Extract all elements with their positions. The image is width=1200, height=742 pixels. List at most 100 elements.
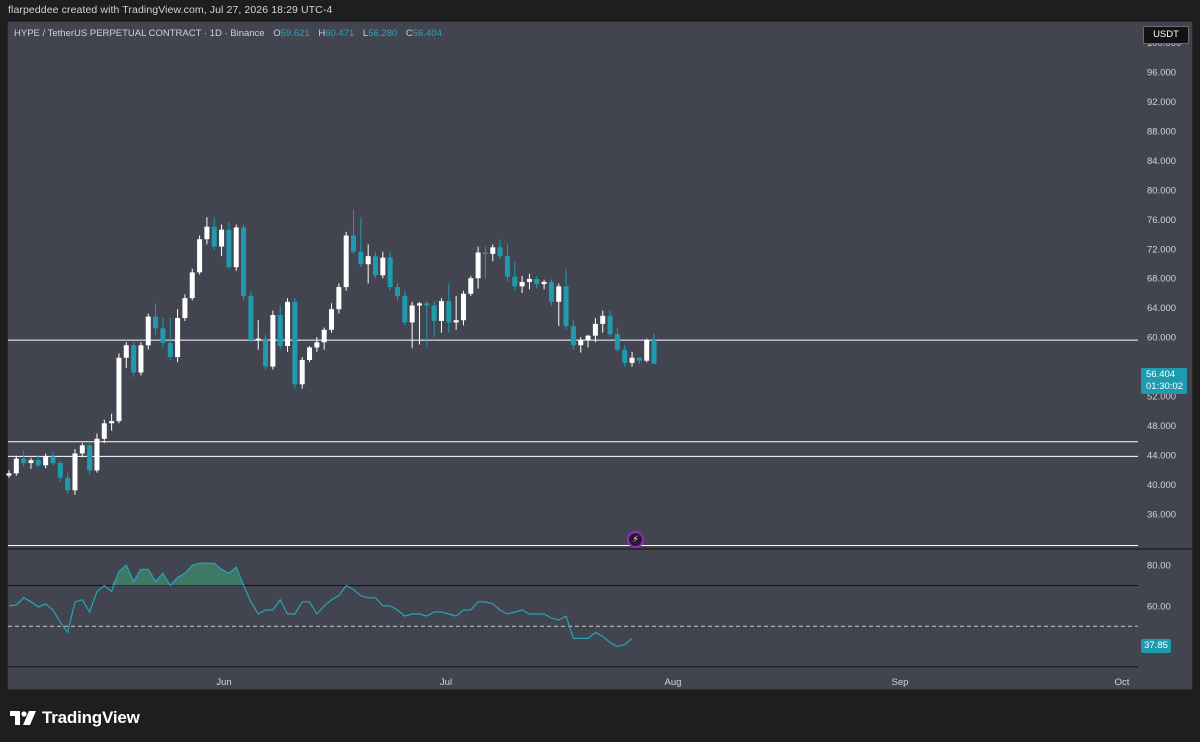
candle-up <box>43 456 49 466</box>
candle-up <box>299 359 305 385</box>
candle-up <box>138 345 144 373</box>
time-axis-band <box>8 673 1192 689</box>
candle-up <box>541 281 547 285</box>
candle-down <box>277 315 283 346</box>
candle-up <box>72 453 78 491</box>
rsi-value-label: 37.85 <box>1141 639 1171 653</box>
time-tick-label: Oct <box>1115 677 1130 688</box>
candle-up <box>219 229 225 247</box>
candle-down <box>497 247 503 257</box>
candle-down <box>35 460 41 466</box>
price-tick-label: 88.000 <box>1147 126 1176 137</box>
price-tick-label: 64.000 <box>1147 303 1176 314</box>
candle-up <box>600 315 606 324</box>
candle-down <box>402 295 408 323</box>
price-tick-label: 40.000 <box>1147 480 1176 491</box>
price-tick-label: 36.000 <box>1147 509 1176 520</box>
candle-down <box>570 326 576 346</box>
symbol-name: HYPE / TetherUS PERPETUAL CONTRACT · 1D … <box>14 28 265 39</box>
candle-down <box>394 287 400 296</box>
candle-up <box>255 338 261 341</box>
price-tick-label: 48.000 <box>1147 421 1176 432</box>
candle-up <box>578 340 584 346</box>
candle-down <box>607 315 613 335</box>
candle-up <box>175 318 181 358</box>
high-value: 60.471 <box>325 28 355 39</box>
candle-up <box>270 315 276 367</box>
candle-up <box>365 256 371 265</box>
candle-down <box>512 276 518 287</box>
candle-up <box>519 281 525 287</box>
candle-up <box>314 342 320 348</box>
currency-button[interactable]: USDT <box>1143 26 1189 44</box>
candle-up <box>409 305 415 323</box>
price-tick-label: 96.000 <box>1147 68 1176 79</box>
close-value: 56.404 <box>412 28 442 39</box>
candle-up <box>204 226 210 240</box>
candle-up <box>6 473 12 476</box>
candle-down <box>373 256 378 276</box>
tradingview-logo-icon <box>10 711 36 725</box>
candle-up <box>629 357 635 363</box>
candle-up <box>416 303 422 306</box>
last-price-value: 56.404 <box>1146 369 1176 380</box>
price-tick-label: 80.000 <box>1147 185 1176 196</box>
candle-down <box>636 357 642 361</box>
candle-up <box>79 445 85 454</box>
candle-up <box>329 309 335 330</box>
symbol-legend[interactable]: HYPE / TetherUS PERPETUAL CONTRACT · 1D … <box>14 28 442 39</box>
candle-up <box>453 320 459 323</box>
price-tick-label: 44.000 <box>1147 450 1176 461</box>
bar-countdown: 01:30:02 <box>1146 381 1183 392</box>
candle-down <box>50 456 56 464</box>
candle-down <box>248 295 254 341</box>
candle-up <box>197 239 203 273</box>
candle-up <box>94 438 100 471</box>
candle-down <box>263 338 269 367</box>
candle-up <box>490 247 496 254</box>
rsi-line <box>8 562 633 648</box>
rsi-overbought-fill <box>9 563 632 586</box>
candle-up <box>468 278 474 294</box>
last-price-label: 56.404 01:30:02 <box>1141 368 1187 394</box>
price-axis: 100.00096.00092.00088.00084.00080.00076.… <box>1147 38 1181 520</box>
candle-down <box>614 334 620 350</box>
time-axis: Jun Jul Aug Sep Oct <box>8 673 1192 689</box>
rsi-tick-label: 80.00 <box>1147 561 1171 572</box>
high-key: H <box>318 28 326 39</box>
close-key: C <box>405 28 413 39</box>
time-tick-label: Jun <box>216 677 231 688</box>
candle-down <box>167 343 173 358</box>
candle-down <box>211 226 217 247</box>
candle-down <box>131 345 137 373</box>
candle-down <box>292 301 298 385</box>
price-tick-label: 84.000 <box>1147 156 1176 167</box>
price-tick-label: 76.000 <box>1147 215 1176 226</box>
candle-up <box>556 286 562 302</box>
candle-down <box>504 256 510 277</box>
open-value: 59.621 <box>280 28 310 39</box>
candle-up <box>475 252 481 279</box>
horizontal-lines <box>8 339 1138 547</box>
time-tick-label: Sep <box>892 677 909 688</box>
candle-up <box>585 335 591 341</box>
candle-up <box>460 293 466 321</box>
candle-up <box>233 227 239 268</box>
price-tick-label: 60.000 <box>1147 333 1176 344</box>
candle-down <box>651 340 657 364</box>
candle-up <box>109 421 115 424</box>
candle-up <box>101 423 107 439</box>
candle-down <box>387 257 393 288</box>
candle-up <box>321 329 327 343</box>
candle-down <box>21 458 27 464</box>
low-value: 56.280 <box>368 28 398 39</box>
candle-up <box>145 316 151 346</box>
candle-down <box>622 349 628 363</box>
lightning-icon[interactable]: ⚡ <box>627 531 644 548</box>
candle-up <box>592 323 598 336</box>
candle-up <box>13 458 19 474</box>
candle-down <box>65 477 71 491</box>
tradingview-logo[interactable]: TradingView <box>10 708 140 728</box>
price-tick-label: 52.000 <box>1147 392 1176 403</box>
